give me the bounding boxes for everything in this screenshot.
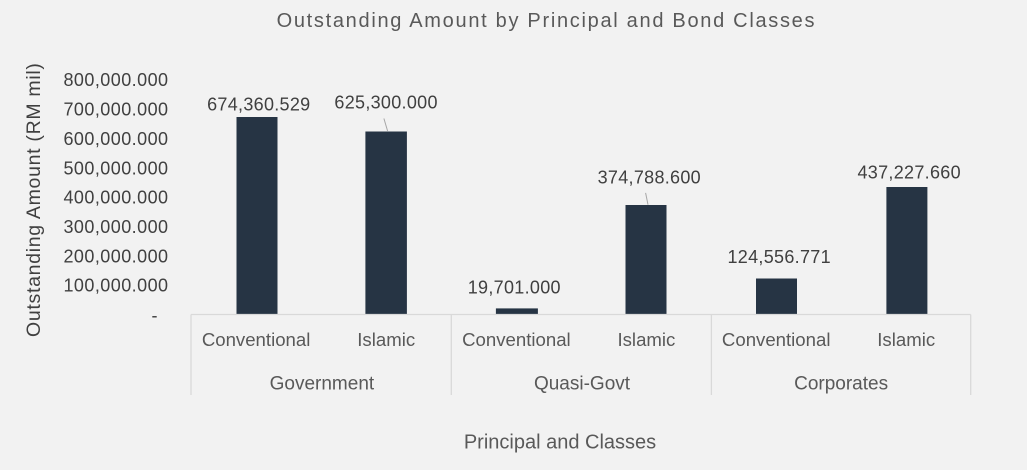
svg-text:Government: Government — [270, 374, 375, 395]
svg-text:Corporates: Corporates — [794, 374, 888, 395]
svg-text:Conventional: Conventional — [722, 329, 831, 350]
svg-text:400,000.000: 400,000.000 — [63, 188, 168, 208]
svg-text:Outstanding Amount by Principa: Outstanding Amount by Principal and Bond… — [277, 10, 817, 32]
svg-text:674,360.529: 674,360.529 — [207, 95, 310, 115]
svg-text:700,000.000: 700,000.000 — [63, 100, 168, 120]
svg-text:Conventional: Conventional — [202, 329, 311, 350]
svg-text:19,701.000: 19,701.000 — [468, 278, 561, 298]
svg-text:Conventional: Conventional — [462, 329, 571, 350]
svg-text:100,000.000: 100,000.000 — [63, 276, 168, 296]
svg-text:Principal and Classes: Principal and Classes — [464, 432, 656, 454]
svg-text:Islamic: Islamic — [877, 329, 935, 350]
svg-text:200,000.000: 200,000.000 — [63, 246, 168, 266]
svg-text:Outstanding Amount (RM mil): Outstanding Amount (RM mil) — [23, 62, 45, 337]
svg-text:124,556.771: 124,556.771 — [727, 247, 830, 267]
svg-text:437,227.660: 437,227.660 — [857, 163, 960, 183]
svg-text:800,000.000: 800,000.000 — [63, 70, 168, 90]
svg-text:Quasi-Govt: Quasi-Govt — [534, 374, 631, 395]
svg-text:600,000.000: 600,000.000 — [63, 129, 168, 149]
svg-text:500,000.000: 500,000.000 — [63, 158, 168, 178]
svg-text:-: - — [152, 306, 158, 326]
svg-text:Islamic: Islamic — [617, 329, 675, 350]
svg-text:Islamic: Islamic — [357, 329, 415, 350]
svg-text:374,788.600: 374,788.600 — [598, 167, 701, 187]
svg-text:300,000.000: 300,000.000 — [63, 217, 168, 237]
svg-text:625,300.000: 625,300.000 — [334, 92, 437, 112]
